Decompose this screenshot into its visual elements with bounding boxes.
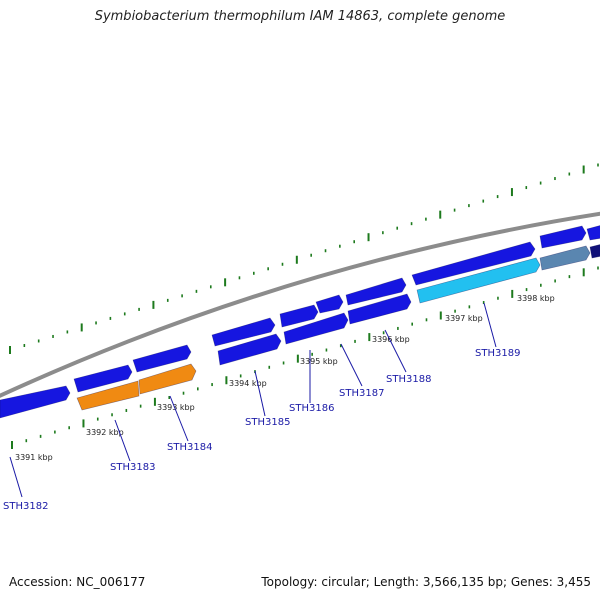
accession-text: Accession: NC_006177 — [9, 575, 146, 589]
scale-label-3398: 3398 kbp — [517, 294, 555, 303]
gene-feature-sth3188[interactable] — [411, 241, 536, 286]
gene-features[interactable] — [0, 225, 600, 419]
gene-label-sth3186[interactable]: STH3186 — [289, 403, 334, 414]
leader-line-1 — [9, 456, 23, 498]
scale-label-3396: 3396 kbp — [372, 335, 410, 344]
scale-label-3395: 3395 kbp — [300, 357, 338, 366]
gene-feature-sth3184[interactable] — [138, 363, 197, 395]
gene-label-sth3183[interactable]: STH3183 — [110, 462, 155, 473]
leader-line-6 — [340, 343, 363, 387]
leader-line-8 — [483, 302, 497, 348]
gene-feature-sth3185[interactable] — [217, 333, 282, 366]
outer-tick-track — [9, 163, 599, 354]
gene-feature-d[interactable] — [279, 304, 319, 328]
scale-label-3394: 3394 kbp — [229, 379, 267, 388]
gene-feature-h[interactable] — [539, 245, 591, 271]
scale-label-3391: 3391 kbp — [15, 453, 53, 462]
gene-feature-sth3183[interactable] — [76, 380, 140, 411]
gene-feature-sth3187[interactable] — [347, 293, 412, 325]
gene-feature-i[interactable] — [586, 225, 600, 241]
gene-label-sth3188[interactable]: STH3188 — [386, 374, 431, 385]
gene-feature-sth3189[interactable] — [416, 257, 541, 304]
gene-feature-g[interactable] — [539, 225, 587, 249]
gene-feature-b[interactable] — [132, 344, 192, 373]
leader-line-3 — [169, 395, 189, 442]
scale-label-3393: 3393 kbp — [157, 403, 195, 412]
gene-feature-a[interactable] — [73, 364, 133, 393]
scale-label-3392: 3392 kbp — [86, 428, 124, 437]
scale-labels: 3391 kbp 3392 kbp 3393 kbp 3394 kbp 3395… — [15, 294, 555, 462]
gene-feature-j[interactable] — [589, 244, 600, 259]
gene-label-sth3184[interactable]: STH3184 — [167, 442, 212, 453]
scale-label-3397: 3397 kbp — [445, 314, 483, 323]
gene-label-sth3187[interactable]: STH3187 — [339, 388, 384, 399]
inner-tick-track — [11, 266, 599, 449]
gene-label-sth3189[interactable]: STH3189 — [475, 348, 520, 359]
gene-feature-c[interactable] — [211, 317, 276, 347]
leader-line-7 — [384, 329, 407, 373]
genome-summary-text: Topology: circular; Length: 3,566,135 bp… — [261, 575, 591, 589]
gene-feature-sth3182[interactable] — [0, 385, 71, 419]
map-title: Symbiobacterium thermophilum IAM 14863, … — [94, 9, 506, 24]
gene-label-sth3182[interactable]: STH3182 — [3, 501, 48, 512]
gene-label-sth3185[interactable]: STH3185 — [245, 417, 290, 428]
gene-labels[interactable]: STH3182 STH3183 STH3184 STH3185 STH3186 … — [3, 348, 520, 512]
genome-backbone — [0, 211, 600, 398]
gene-label-leaders — [9, 302, 497, 498]
gene-feature-f[interactable] — [345, 277, 407, 306]
gene-feature-sth3186[interactable] — [283, 312, 349, 345]
leader-line-2 — [114, 419, 131, 462]
leader-line-4 — [254, 370, 266, 417]
gene-feature-e[interactable] — [315, 294, 344, 314]
